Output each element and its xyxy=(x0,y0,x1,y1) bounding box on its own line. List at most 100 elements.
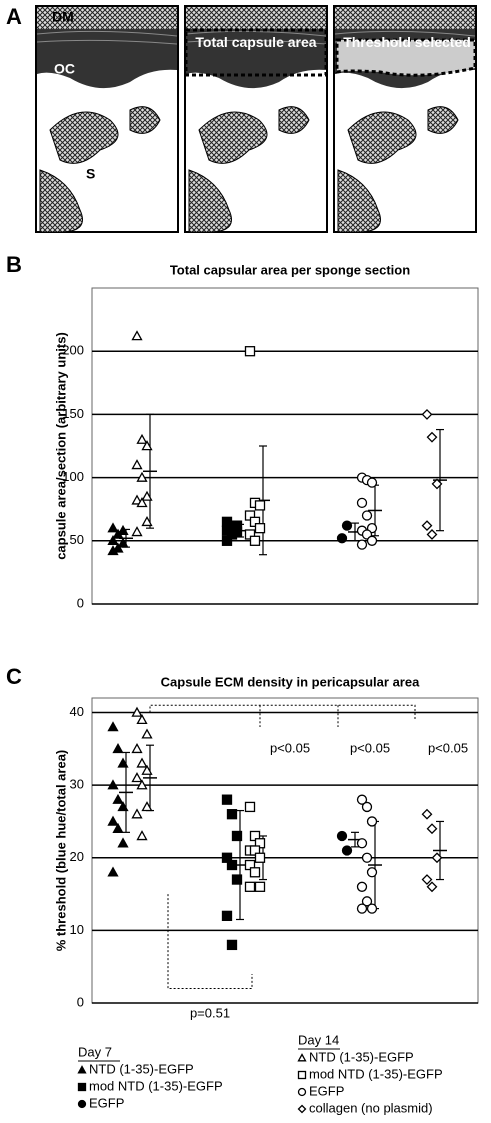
legend-label: collagen (no plasmid) xyxy=(309,1100,433,1115)
point xyxy=(244,346,256,357)
point xyxy=(426,823,438,835)
legend-marker xyxy=(297,1070,307,1080)
point xyxy=(254,523,266,534)
point xyxy=(131,706,143,717)
bracket xyxy=(149,704,416,728)
point xyxy=(117,537,129,548)
point xyxy=(254,852,266,863)
point xyxy=(226,939,238,951)
point xyxy=(131,494,143,505)
point xyxy=(107,522,119,533)
y-tick-label: 30 xyxy=(70,777,84,792)
y-tick-label: 100 xyxy=(62,469,84,484)
point xyxy=(361,896,373,907)
point xyxy=(141,801,153,812)
point xyxy=(141,728,153,739)
point xyxy=(431,852,443,864)
y-tick-label: 20 xyxy=(70,849,84,864)
point xyxy=(131,526,143,537)
y-axis-label: % threshold (blue hue/total area) xyxy=(53,750,68,952)
point xyxy=(112,542,124,553)
point xyxy=(356,794,368,805)
point xyxy=(131,808,143,819)
y-tick-label: 0 xyxy=(77,994,84,1009)
legend-label: NTD (1-35)-EGFP xyxy=(309,1049,414,1064)
legend-marker xyxy=(297,1053,307,1062)
point xyxy=(136,471,148,482)
point xyxy=(136,757,148,768)
point xyxy=(112,822,124,833)
bracket xyxy=(167,894,253,989)
p-value: p<0.05 xyxy=(428,740,468,755)
legend-label: EGFP xyxy=(309,1083,344,1098)
point xyxy=(249,867,261,878)
point xyxy=(421,874,433,885)
point xyxy=(136,830,148,841)
point xyxy=(112,742,124,754)
legend-marker xyxy=(77,1099,87,1109)
label-s: S xyxy=(86,166,95,182)
point xyxy=(226,859,238,871)
point xyxy=(221,910,233,922)
y-tick-label: 200 xyxy=(62,343,84,358)
point xyxy=(226,809,238,820)
p-value: p<0.05 xyxy=(350,740,390,755)
point xyxy=(366,867,378,878)
chart-title: Total capsular area per sponge section xyxy=(170,262,410,277)
point xyxy=(131,772,143,783)
legend-label: mod NTD (1-35)-EGFP xyxy=(89,1078,223,1093)
point xyxy=(141,440,153,451)
point xyxy=(117,524,129,535)
point xyxy=(254,881,266,892)
point xyxy=(141,490,153,501)
y-tick-label: 150 xyxy=(62,406,84,421)
point xyxy=(131,459,143,470)
point xyxy=(336,533,348,544)
point xyxy=(366,535,378,546)
point xyxy=(341,520,353,531)
legend-label: mod NTD (1-35)-EGFP xyxy=(309,1066,443,1081)
label-total-text: Total capsule area xyxy=(195,34,317,50)
tile xyxy=(35,5,179,233)
point xyxy=(112,793,124,804)
illustration: DM OC S Total capsule area Threshold sel… xyxy=(35,5,477,233)
point xyxy=(231,830,243,842)
point xyxy=(421,520,433,532)
point xyxy=(356,838,368,849)
legend-marker xyxy=(297,1104,307,1114)
point xyxy=(361,801,373,813)
point xyxy=(117,757,129,768)
point xyxy=(136,433,148,444)
point xyxy=(426,881,438,893)
point xyxy=(231,874,243,885)
point xyxy=(366,477,378,488)
point xyxy=(131,330,143,341)
panel-label: B xyxy=(6,252,22,277)
legend-marker xyxy=(297,1087,307,1097)
p-value: p=0.51 xyxy=(190,1005,230,1020)
point xyxy=(244,801,256,813)
point xyxy=(249,535,261,546)
point xyxy=(107,721,119,732)
point xyxy=(356,497,368,509)
legend-label: EGFP xyxy=(89,1095,124,1110)
panel-label: C xyxy=(6,664,22,689)
point xyxy=(356,539,368,550)
y-tick-label: 0 xyxy=(77,595,84,610)
point xyxy=(117,837,129,848)
point xyxy=(221,516,233,527)
legend-title: Day 7 xyxy=(78,1044,112,1059)
label-dm: DM xyxy=(52,9,74,25)
point xyxy=(221,794,233,805)
point xyxy=(361,852,373,863)
point xyxy=(426,529,438,540)
point xyxy=(336,830,348,842)
panel-label: A xyxy=(6,4,22,29)
point xyxy=(141,516,153,527)
point xyxy=(431,478,443,490)
legend-marker xyxy=(77,1082,87,1092)
y-tick-label: 10 xyxy=(70,922,84,937)
label-oc: OC xyxy=(54,61,75,77)
point xyxy=(107,866,119,877)
